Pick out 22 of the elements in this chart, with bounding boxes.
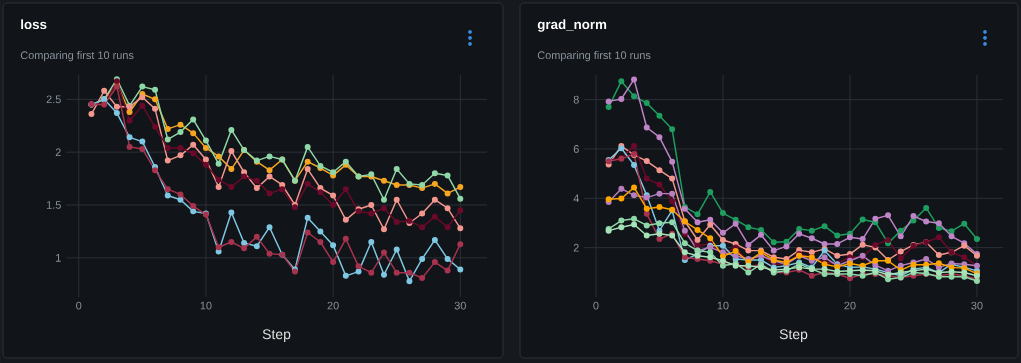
- x-axis-title: Step: [262, 329, 291, 342]
- y-tick-label: 2: [55, 148, 61, 156]
- x-tick-label: 10: [717, 301, 729, 310]
- y-tick-label: 8: [573, 95, 579, 104]
- chart-title: loss: [21, 19, 47, 30]
- chart-subtitle: Comparing first 10 runs: [20, 51, 134, 62]
- y-tick-label: 6: [573, 145, 579, 153]
- x-tick-label: 0: [76, 301, 82, 310]
- x-tick-label: 20: [844, 301, 856, 310]
- y-tick-label: 1.5: [46, 201, 61, 209]
- x-tick-label: 0: [593, 301, 599, 310]
- x-axis-title: Step: [779, 329, 808, 342]
- y-tick-label: 2: [573, 243, 579, 252]
- x-tick-label: 30: [971, 301, 983, 310]
- chart-title: grad_norm: [537, 19, 607, 32]
- chart-subtitle: Comparing first 10 runs: [537, 51, 651, 62]
- y-tick-label: 1: [56, 254, 61, 262]
- x-tick-label: 10: [200, 301, 212, 310]
- x-tick-label: 30: [454, 301, 466, 310]
- y-tick-label: 4: [573, 194, 579, 203]
- x-tick-label: 20: [327, 301, 339, 310]
- y-tick-label: 2.5: [46, 95, 61, 104]
